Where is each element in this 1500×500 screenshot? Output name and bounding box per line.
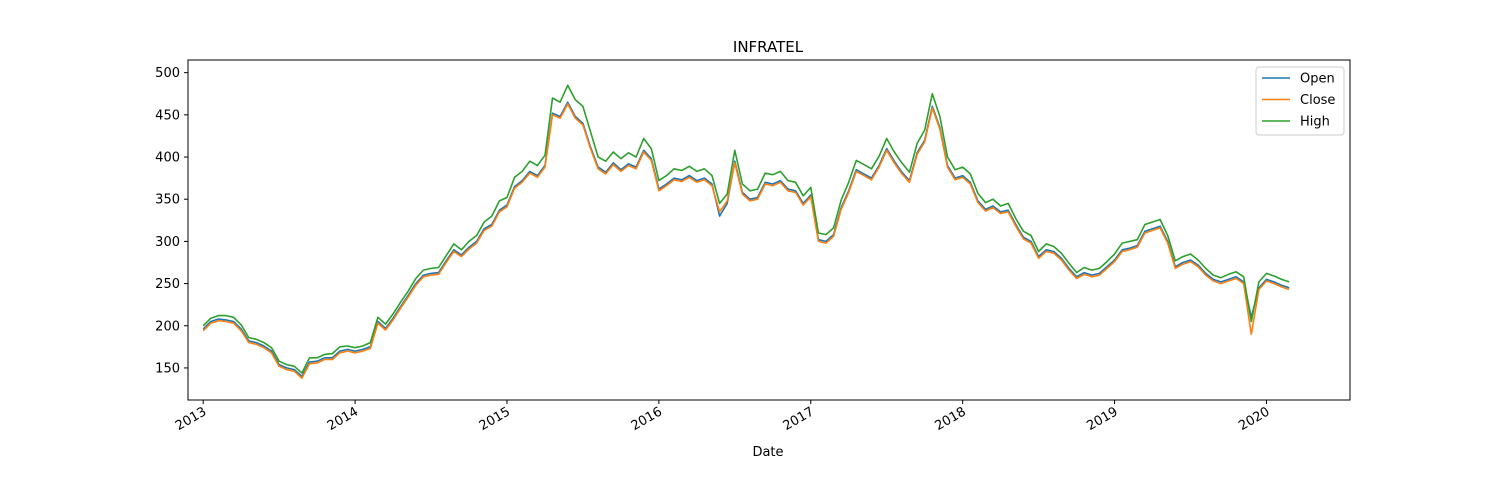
y-tick-label: 450: [155, 108, 180, 123]
y-axis-ticks: 150 200 250 300 350 400 450 500: [155, 66, 188, 376]
series-group: [202, 84, 1290, 379]
chart-title: INFRATEL: [733, 38, 804, 56]
x-axis-label: Date: [752, 445, 783, 460]
legend-label-high: High: [1300, 115, 1330, 130]
legend-label-open: Open: [1300, 72, 1335, 87]
legend-box: [1255, 66, 1345, 136]
y-tick-label: 150: [155, 361, 180, 376]
plot-area-frame: [187, 59, 1351, 401]
y-tick-label: 250: [155, 277, 180, 292]
y-tick-label: 400: [155, 151, 180, 166]
series-line-high: [202, 84, 1290, 374]
series-line-open: [202, 101, 1290, 378]
series-line-close: [202, 103, 1290, 379]
y-tick-label: 350: [155, 193, 180, 208]
y-tick-label: 200: [155, 319, 180, 334]
y-tick-label: 500: [155, 66, 180, 81]
legend-label-close: Close: [1300, 93, 1335, 108]
y-tick-label: 300: [155, 235, 180, 250]
legend: Open Close High: [1255, 66, 1345, 136]
